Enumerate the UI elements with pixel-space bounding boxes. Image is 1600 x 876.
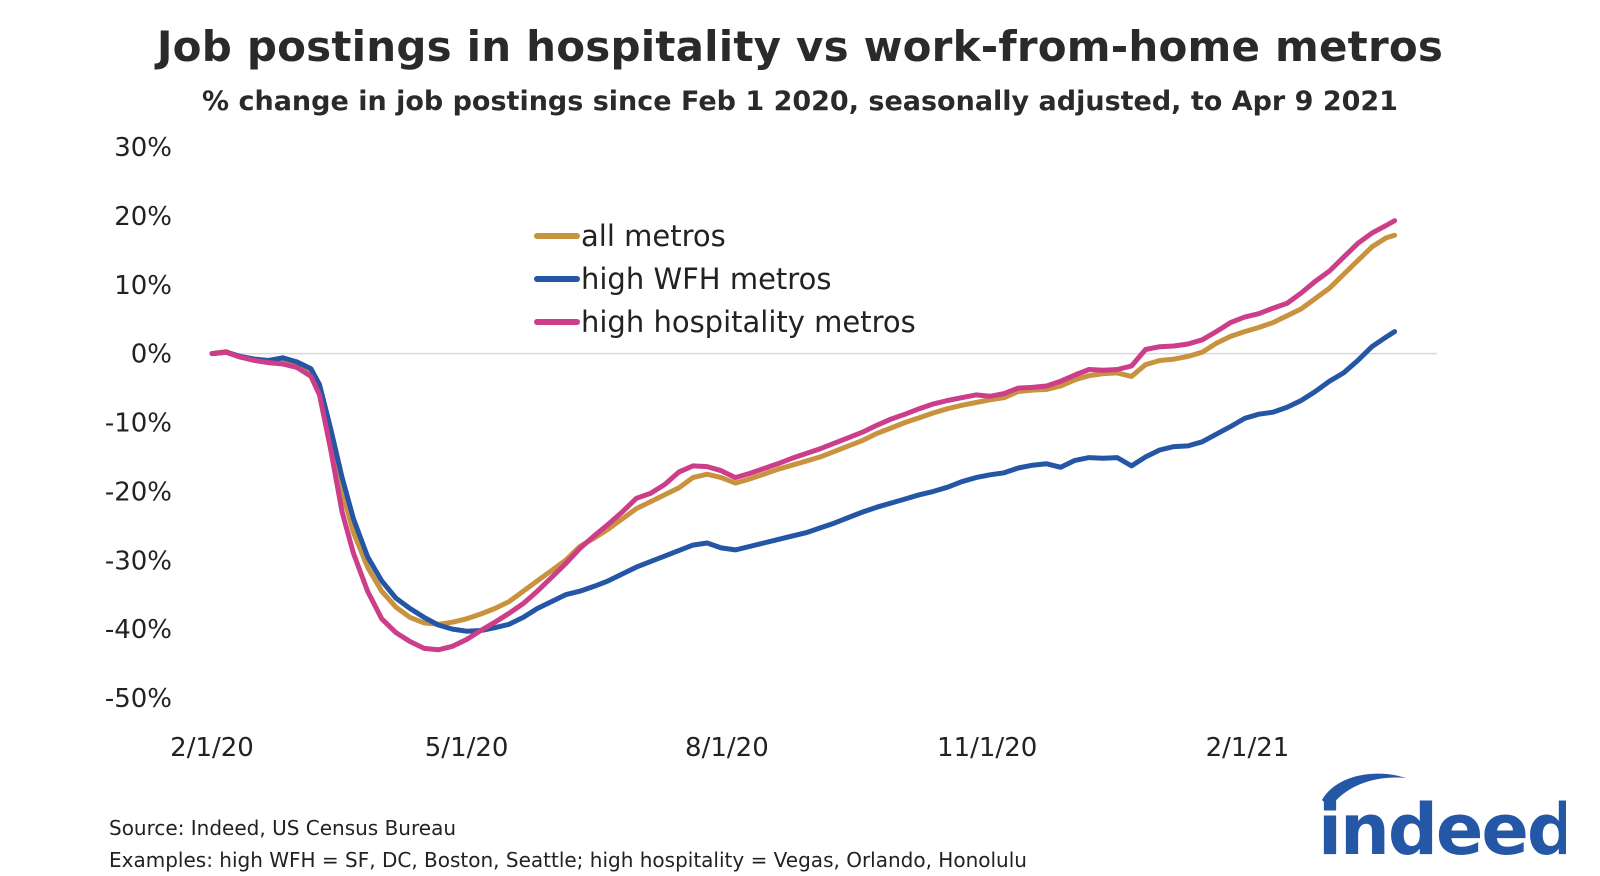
- x-tick-label: 11/1/20: [937, 733, 1037, 763]
- series-line-high-hospitality-metros: [209, 218, 1398, 653]
- series-lines: [209, 218, 1398, 653]
- series-line-high-wfh-metros: [209, 329, 1398, 634]
- y-tick-label: 30%: [114, 133, 172, 163]
- source-note: Source: Indeed, US Census Bureau: [109, 816, 457, 840]
- legend-label: high hospitality metros: [581, 305, 916, 339]
- y-tick-label: 20%: [114, 202, 172, 232]
- examples-note: Examples: high WFH = SF, DC, Boston, Sea…: [109, 848, 1027, 872]
- y-tick-label: -10%: [105, 409, 172, 439]
- y-tick-label: 0%: [131, 340, 172, 370]
- y-tick-label: 10%: [114, 271, 172, 301]
- legend-label: high WFH metros: [581, 262, 831, 296]
- x-tick-label: 8/1/20: [685, 733, 769, 763]
- series-line-all-metros: [209, 232, 1398, 627]
- x-tick-label: 5/1/20: [425, 733, 509, 763]
- y-tick-label: -40%: [105, 615, 172, 645]
- indeed-logo: indeed: [1318, 773, 1566, 870]
- y-tick-label: -20%: [105, 477, 172, 507]
- y-axis: 30% 20% 10% 0% -10% -20% -30% -40% -50%: [105, 133, 172, 714]
- logo-swoosh-icon: [1322, 773, 1406, 808]
- y-tick-label: -30%: [105, 546, 172, 576]
- y-tick-label: -50%: [105, 684, 172, 714]
- x-tick-label: 2/1/21: [1206, 733, 1290, 763]
- chart-subtitle: % change in job postings since Feb 1 202…: [202, 86, 1398, 117]
- x-axis: 2/1/20 5/1/20 8/1/20 11/1/20 2/1/21: [170, 733, 1289, 763]
- chart-title: Job postings in hospitality vs work-from…: [156, 22, 1444, 71]
- legend: all metros high WFH metros high hospitalit…: [534, 219, 916, 339]
- legend-label: all metros: [581, 219, 726, 253]
- logo-wordmark: indeed: [1318, 789, 1566, 870]
- x-tick-label: 2/1/20: [170, 733, 254, 763]
